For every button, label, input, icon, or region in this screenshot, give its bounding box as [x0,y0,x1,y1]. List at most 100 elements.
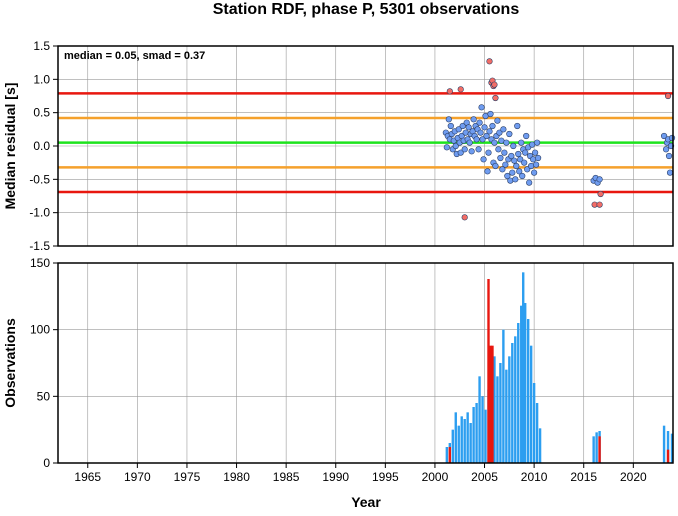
y-tick-label: -0.5 [29,172,50,186]
observation-bar [463,419,466,463]
data-point [518,139,525,146]
data-point [665,152,673,160]
data-point [455,126,462,133]
data-point [515,150,522,158]
observation-bar [598,436,601,463]
data-point [497,154,504,162]
data-point [666,169,674,176]
residual-panel: -1.5 -1.0 -0.5 0.0 0.5 1.0 1.5 median = 0.05, … [2,39,676,253]
data-point [492,94,499,102]
y-tick-label: -1.5 [29,239,50,253]
data-point [662,146,670,153]
data-point [664,92,672,100]
y-tick-label: 50 [37,389,51,403]
observation-bar [460,416,463,463]
data-point [511,157,518,164]
data-point [521,159,528,166]
data-point [519,172,526,180]
observation-bar [496,376,499,463]
y-tick-label: 100 [30,323,50,337]
observation-bar [520,305,523,463]
observation-bar [526,319,530,463]
observation-bar [532,383,536,463]
x-tick-label: 1990 [322,470,349,484]
data-point [491,139,498,146]
y-tick-label: -1.0 [29,206,50,220]
y-tick-label: 0 [43,456,50,470]
data-point [502,161,509,168]
observation-bar [666,449,670,463]
data-point [508,152,515,160]
data-point [523,132,530,140]
data-point [479,136,486,143]
data-point [452,142,459,150]
observation-bar [469,423,472,463]
data-point [533,161,540,168]
observation-bar [491,345,494,463]
observation-bar [484,409,487,463]
y-tick-label: 1.5 [33,39,50,53]
observations-panel: 0 50 100 150 1965 1970 1975 1980 1985 1990 1995 20… [2,256,674,510]
data-point [534,139,541,146]
observation-bar [487,279,490,463]
observation-bar [493,356,496,463]
data-point [501,149,508,156]
y-tick-label: 0.0 [33,139,50,153]
observation-bar [448,447,452,463]
data-point [510,142,517,150]
data-point [476,119,483,126]
data-point [495,146,502,153]
observation-bar [445,447,449,463]
x-tick-label: 2005 [471,470,498,484]
x-tick-label: 1970 [124,470,151,484]
observation-bar [454,412,457,463]
x-tick-label: 1975 [174,470,201,484]
data-point [486,128,493,135]
data-point [596,176,603,183]
observation-bar [538,428,542,463]
observation-bar [522,272,525,463]
observation-bar [535,403,539,463]
x-axis-label: Year [351,494,381,510]
chart-title: Station RDF, phase P, 5301 observations [213,1,520,18]
observation-bar [524,303,527,463]
observation-bar [472,407,475,463]
data-point [473,136,480,143]
observation-bar [517,323,520,463]
data-point [491,81,498,88]
data-point [526,179,533,186]
data-point [487,110,494,118]
data-point [506,130,513,138]
y-tick-label: 150 [30,256,50,270]
data-point [484,168,491,175]
data-point [503,139,510,146]
x-tick-label: 1995 [372,470,399,484]
data-point [660,132,668,140]
observation-bar [508,356,511,463]
data-point [597,190,604,198]
observation-bar [451,429,454,463]
observation-bar [592,436,595,463]
residual-y-axis-label: Median residual [s] [2,83,18,210]
data-point [475,146,482,153]
data-point [596,201,603,208]
observation-bar [466,412,469,463]
data-point [504,172,511,180]
observations-y-axis-label: Observations [2,318,18,408]
data-point [445,116,452,123]
data-point [509,169,516,176]
observation-bar [595,432,598,463]
data-point [668,134,676,142]
data-point [461,146,468,153]
data-point [447,122,454,130]
data-point [486,58,493,65]
x-tick-label: 1980 [223,470,250,484]
observation-bar [478,376,481,463]
x-tick-label: 2015 [570,470,597,484]
data-point [534,154,542,162]
data-point [522,149,529,156]
x-tick-label: 1985 [273,470,300,484]
observation-bar [529,345,533,463]
observation-bar [505,369,508,463]
